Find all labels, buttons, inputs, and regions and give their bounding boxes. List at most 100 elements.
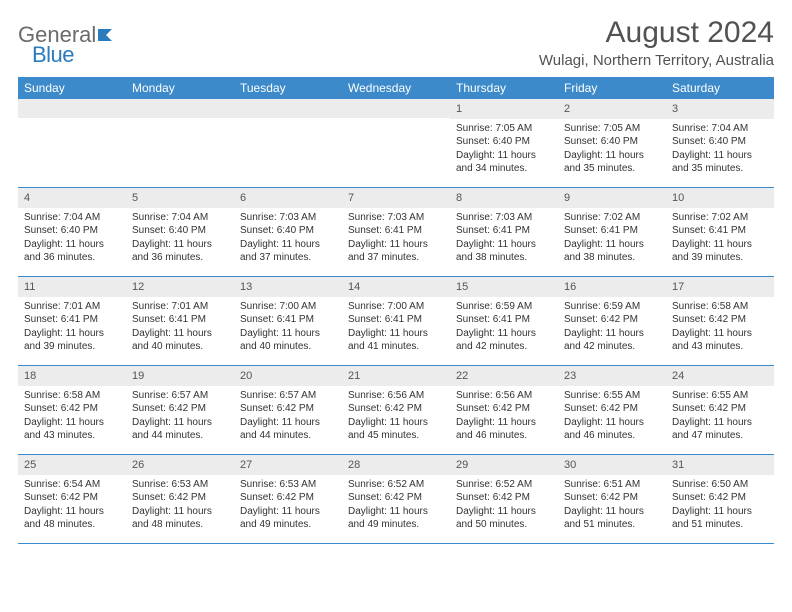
weekday-header: Monday (126, 77, 234, 99)
sunrise-line: Sunrise: 6:57 AM (240, 389, 336, 403)
daylight2-line: and 46 minutes. (564, 429, 660, 443)
calendar-day-cell: 10Sunrise: 7:02 AMSunset: 6:41 PMDayligh… (666, 188, 774, 276)
day-details: Sunrise: 6:57 AMSunset: 6:42 PMDaylight:… (234, 386, 342, 449)
daylight2-line: and 49 minutes. (348, 518, 444, 532)
sunset-line: Sunset: 6:42 PM (132, 402, 228, 416)
daylight1-line: Daylight: 11 hours (456, 238, 552, 252)
calendar-week-row: 4Sunrise: 7:04 AMSunset: 6:40 PMDaylight… (18, 188, 774, 277)
daylight1-line: Daylight: 11 hours (672, 505, 768, 519)
calendar-day-cell: 31Sunrise: 6:50 AMSunset: 6:42 PMDayligh… (666, 455, 774, 543)
daylight2-line: and 35 minutes. (564, 162, 660, 176)
day-details: Sunrise: 7:01 AMSunset: 6:41 PMDaylight:… (126, 297, 234, 360)
daylight2-line: and 42 minutes. (564, 340, 660, 354)
title-block: August 2024 Wulagi, Northern Territory, … (539, 16, 774, 69)
day-number (126, 99, 234, 118)
daylight1-line: Daylight: 11 hours (132, 327, 228, 341)
day-number: 13 (234, 277, 342, 297)
calendar-day-cell: 6Sunrise: 7:03 AMSunset: 6:40 PMDaylight… (234, 188, 342, 276)
sunset-line: Sunset: 6:42 PM (672, 491, 768, 505)
daylight1-line: Daylight: 11 hours (456, 416, 552, 430)
day-number: 5 (126, 188, 234, 208)
sunset-line: Sunset: 6:42 PM (672, 313, 768, 327)
weekday-header: Thursday (450, 77, 558, 99)
sunrise-line: Sunrise: 6:59 AM (456, 300, 552, 314)
day-number: 12 (126, 277, 234, 297)
day-number: 11 (18, 277, 126, 297)
calendar-day-cell: 21Sunrise: 6:56 AMSunset: 6:42 PMDayligh… (342, 366, 450, 454)
day-details: Sunrise: 7:05 AMSunset: 6:40 PMDaylight:… (450, 119, 558, 182)
weekday-header: Wednesday (342, 77, 450, 99)
sunset-line: Sunset: 6:41 PM (456, 313, 552, 327)
daylight2-line: and 39 minutes. (24, 340, 120, 354)
calendar-day-cell: 4Sunrise: 7:04 AMSunset: 6:40 PMDaylight… (18, 188, 126, 276)
daylight2-line: and 46 minutes. (456, 429, 552, 443)
day-details: Sunrise: 6:52 AMSunset: 6:42 PMDaylight:… (342, 475, 450, 538)
daylight1-line: Daylight: 11 hours (564, 327, 660, 341)
sunrise-line: Sunrise: 6:56 AM (456, 389, 552, 403)
sunrise-line: Sunrise: 7:05 AM (456, 122, 552, 136)
day-details: Sunrise: 7:04 AMSunset: 6:40 PMDaylight:… (18, 208, 126, 271)
sunrise-line: Sunrise: 7:03 AM (456, 211, 552, 225)
day-number: 23 (558, 366, 666, 386)
sunset-line: Sunset: 6:42 PM (24, 402, 120, 416)
day-details: Sunrise: 7:00 AMSunset: 6:41 PMDaylight:… (234, 297, 342, 360)
day-number: 18 (18, 366, 126, 386)
sunset-line: Sunset: 6:41 PM (132, 313, 228, 327)
sunrise-line: Sunrise: 7:04 AM (24, 211, 120, 225)
calendar-table: Sunday Monday Tuesday Wednesday Thursday… (18, 77, 774, 544)
daylight2-line: and 42 minutes. (456, 340, 552, 354)
calendar-day-cell: 29Sunrise: 6:52 AMSunset: 6:42 PMDayligh… (450, 455, 558, 543)
daylight1-line: Daylight: 11 hours (456, 149, 552, 163)
day-number: 14 (342, 277, 450, 297)
day-details: Sunrise: 6:58 AMSunset: 6:42 PMDaylight:… (666, 297, 774, 360)
day-details: Sunrise: 6:55 AMSunset: 6:42 PMDaylight:… (558, 386, 666, 449)
sunrise-line: Sunrise: 6:52 AM (456, 478, 552, 492)
logo-text-blue: Blue (32, 42, 74, 67)
sunset-line: Sunset: 6:40 PM (24, 224, 120, 238)
day-details: Sunrise: 6:54 AMSunset: 6:42 PMDaylight:… (18, 475, 126, 538)
daylight1-line: Daylight: 11 hours (240, 505, 336, 519)
day-number (342, 99, 450, 118)
daylight1-line: Daylight: 11 hours (24, 327, 120, 341)
calendar-day-cell: 16Sunrise: 6:59 AMSunset: 6:42 PMDayligh… (558, 277, 666, 365)
daylight2-line: and 41 minutes. (348, 340, 444, 354)
sunset-line: Sunset: 6:42 PM (348, 491, 444, 505)
daylight1-line: Daylight: 11 hours (132, 238, 228, 252)
weekday-header: Sunday (18, 77, 126, 99)
month-title: August 2024 (539, 16, 774, 50)
day-details: Sunrise: 6:53 AMSunset: 6:42 PMDaylight:… (234, 475, 342, 538)
daylight2-line: and 45 minutes. (348, 429, 444, 443)
day-number: 22 (450, 366, 558, 386)
sunset-line: Sunset: 6:42 PM (672, 402, 768, 416)
day-details: Sunrise: 6:55 AMSunset: 6:42 PMDaylight:… (666, 386, 774, 449)
sunrise-line: Sunrise: 6:56 AM (348, 389, 444, 403)
day-details: Sunrise: 7:00 AMSunset: 6:41 PMDaylight:… (342, 297, 450, 360)
day-number: 29 (450, 455, 558, 475)
daylight2-line: and 47 minutes. (672, 429, 768, 443)
daylight2-line: and 48 minutes. (24, 518, 120, 532)
sunrise-line: Sunrise: 6:55 AM (564, 389, 660, 403)
sunrise-line: Sunrise: 7:00 AM (348, 300, 444, 314)
daylight1-line: Daylight: 11 hours (240, 327, 336, 341)
sunrise-line: Sunrise: 7:00 AM (240, 300, 336, 314)
daylight2-line: and 50 minutes. (456, 518, 552, 532)
location-subtitle: Wulagi, Northern Territory, Australia (539, 52, 774, 69)
sunrise-line: Sunrise: 6:54 AM (24, 478, 120, 492)
day-number: 6 (234, 188, 342, 208)
day-details: Sunrise: 7:02 AMSunset: 6:41 PMDaylight:… (666, 208, 774, 271)
calendar-day-cell: 12Sunrise: 7:01 AMSunset: 6:41 PMDayligh… (126, 277, 234, 365)
daylight2-line: and 49 minutes. (240, 518, 336, 532)
day-number: 31 (666, 455, 774, 475)
sunset-line: Sunset: 6:42 PM (240, 402, 336, 416)
calendar-week-row: 1Sunrise: 7:05 AMSunset: 6:40 PMDaylight… (18, 99, 774, 188)
daylight2-line: and 44 minutes. (132, 429, 228, 443)
daylight1-line: Daylight: 11 hours (672, 238, 768, 252)
day-number: 2 (558, 99, 666, 119)
sunrise-line: Sunrise: 7:01 AM (132, 300, 228, 314)
day-number: 4 (18, 188, 126, 208)
sunset-line: Sunset: 6:41 PM (348, 313, 444, 327)
daylight2-line: and 35 minutes. (672, 162, 768, 176)
sunset-line: Sunset: 6:42 PM (564, 402, 660, 416)
day-number: 16 (558, 277, 666, 297)
sunset-line: Sunset: 6:41 PM (564, 224, 660, 238)
